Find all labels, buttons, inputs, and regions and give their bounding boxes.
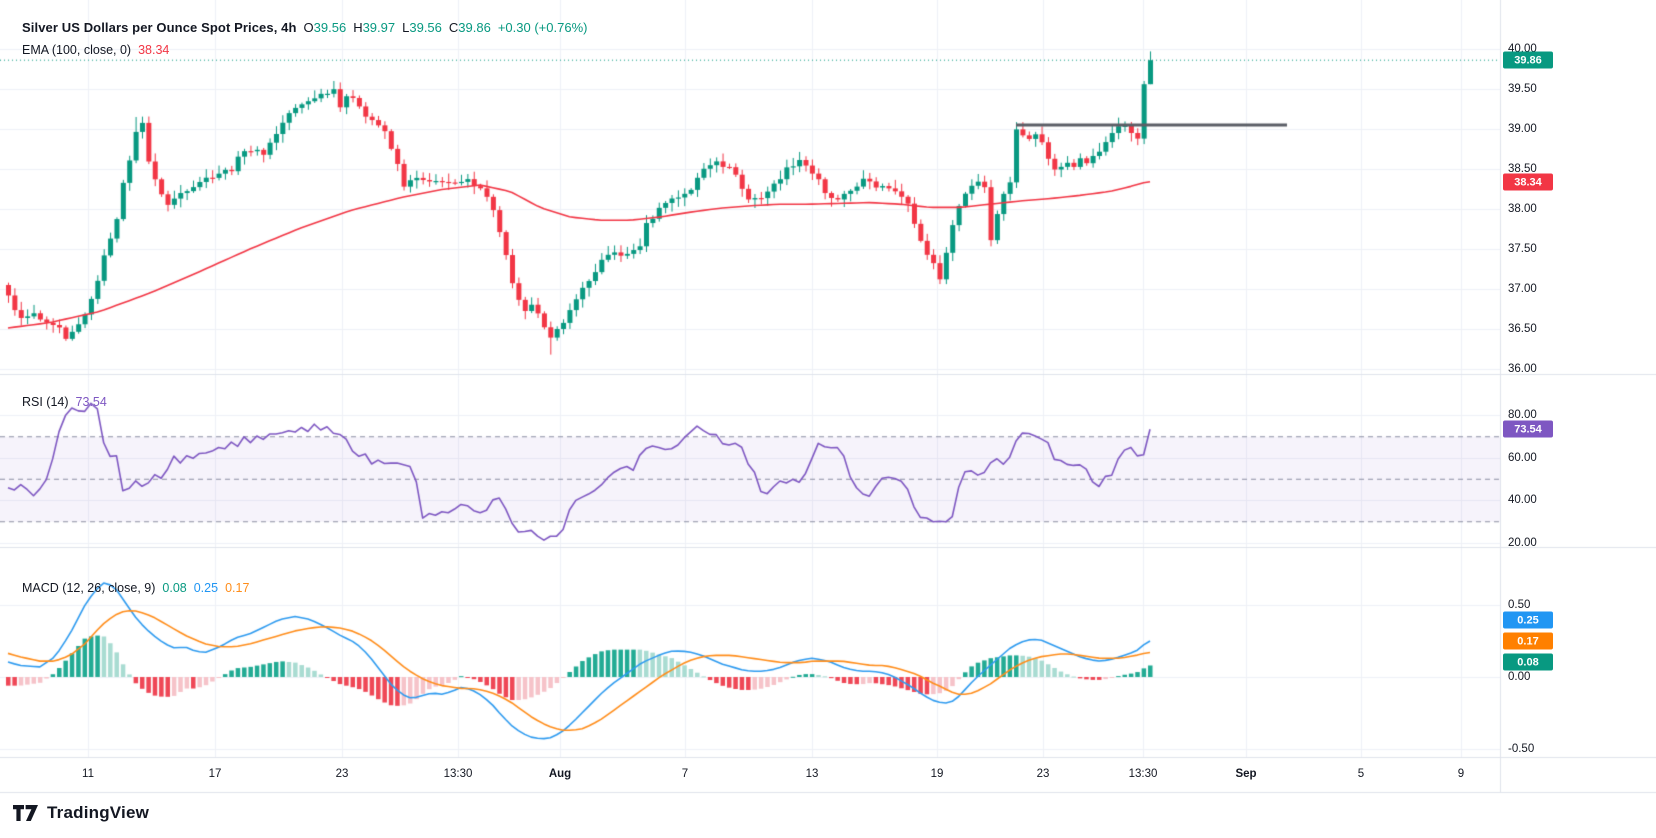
axis-price-label: 37.00 (1508, 283, 1537, 295)
symbol-title: Silver US Dollars per Ounce Spot Prices,… (22, 20, 297, 35)
tradingview-logo[interactable]: TradingView (13, 803, 149, 823)
axis-value-badge: 39.86 (1503, 51, 1553, 69)
main-legend-row[interactable]: Silver US Dollars per Ounce Spot Prices,… (22, 20, 587, 35)
rsi-legend-row[interactable]: RSI (14) 73.54 (22, 395, 107, 409)
axis-price-label: 20.00 (1508, 537, 1537, 549)
macd-hist-value: 0.08 (162, 581, 187, 595)
macd-line-value: 0.25 (193, 581, 219, 595)
time-axis-label: 13:30 (443, 768, 473, 780)
axis-price-label: 80.00 (1508, 409, 1537, 421)
axis-price-label: 0.00 (1508, 671, 1531, 683)
axis-price-label: 38.00 (1508, 203, 1537, 215)
time-axis-label: 23 (1036, 768, 1050, 780)
time-axis-label: 17 (208, 768, 222, 780)
ema-value: 38.34 (138, 43, 170, 57)
macd-label: MACD (12, 26, close, 9) (22, 581, 156, 595)
axis-value-badge: 73.54 (1503, 420, 1553, 438)
time-axis-label: 9 (1457, 768, 1465, 780)
time-axis-label: 13:30 (1128, 768, 1158, 780)
time-axis-label: Aug (548, 768, 572, 780)
time-axis-label: 13 (805, 768, 819, 780)
tradingview-logo-icon (13, 805, 38, 821)
axis-price-label: 40.00 (1508, 494, 1537, 506)
low-value: L39.56 (402, 20, 442, 35)
tradingview-logo-text: TradingView (47, 803, 150, 822)
close-value: C39.86 (448, 20, 491, 35)
change-value: +0.30 (+0.76%) (497, 20, 588, 35)
time-axis-label: 11 (82, 768, 94, 780)
time-axis-label: 7 (681, 768, 689, 780)
rsi-label: RSI (14) (22, 395, 69, 409)
open-value: O39.56 (303, 20, 347, 35)
time-axis-label: 23 (335, 768, 349, 780)
time-axis-label: 5 (1357, 768, 1365, 780)
axis-value-badge: 0.17 (1503, 632, 1553, 650)
time-axis-label: 19 (930, 768, 944, 780)
ema-legend-row[interactable]: EMA (100, close, 0) 38.34 (22, 43, 169, 57)
axis-price-label: 36.00 (1508, 363, 1537, 375)
macd-legend-row[interactable]: MACD (12, 26, close, 9) 0.08 0.25 0.17 (22, 581, 249, 595)
axis-value-badge: 38.34 (1503, 173, 1553, 191)
axis-price-label: 39.00 (1508, 123, 1537, 135)
ema-label: EMA (100, close, 0) (22, 43, 132, 57)
macd-signal-value: 0.17 (225, 581, 250, 595)
axis-price-label: 0.50 (1508, 599, 1531, 611)
axis-value-badge: 0.08 (1503, 653, 1553, 671)
axis-value-badge: 0.25 (1503, 611, 1553, 629)
rsi-value: 73.54 (75, 395, 107, 409)
axis-price-label: 36.50 (1508, 323, 1537, 335)
high-value: H39.97 (353, 20, 396, 35)
axis-price-label: 37.50 (1508, 243, 1537, 255)
time-axis-label: Sep (1235, 768, 1257, 780)
axis-price-label: 38.50 (1508, 163, 1537, 175)
axis-price-label: -0.50 (1508, 743, 1535, 755)
axis-price-label: 60.00 (1508, 452, 1537, 464)
axis-price-label: 39.50 (1508, 83, 1537, 95)
